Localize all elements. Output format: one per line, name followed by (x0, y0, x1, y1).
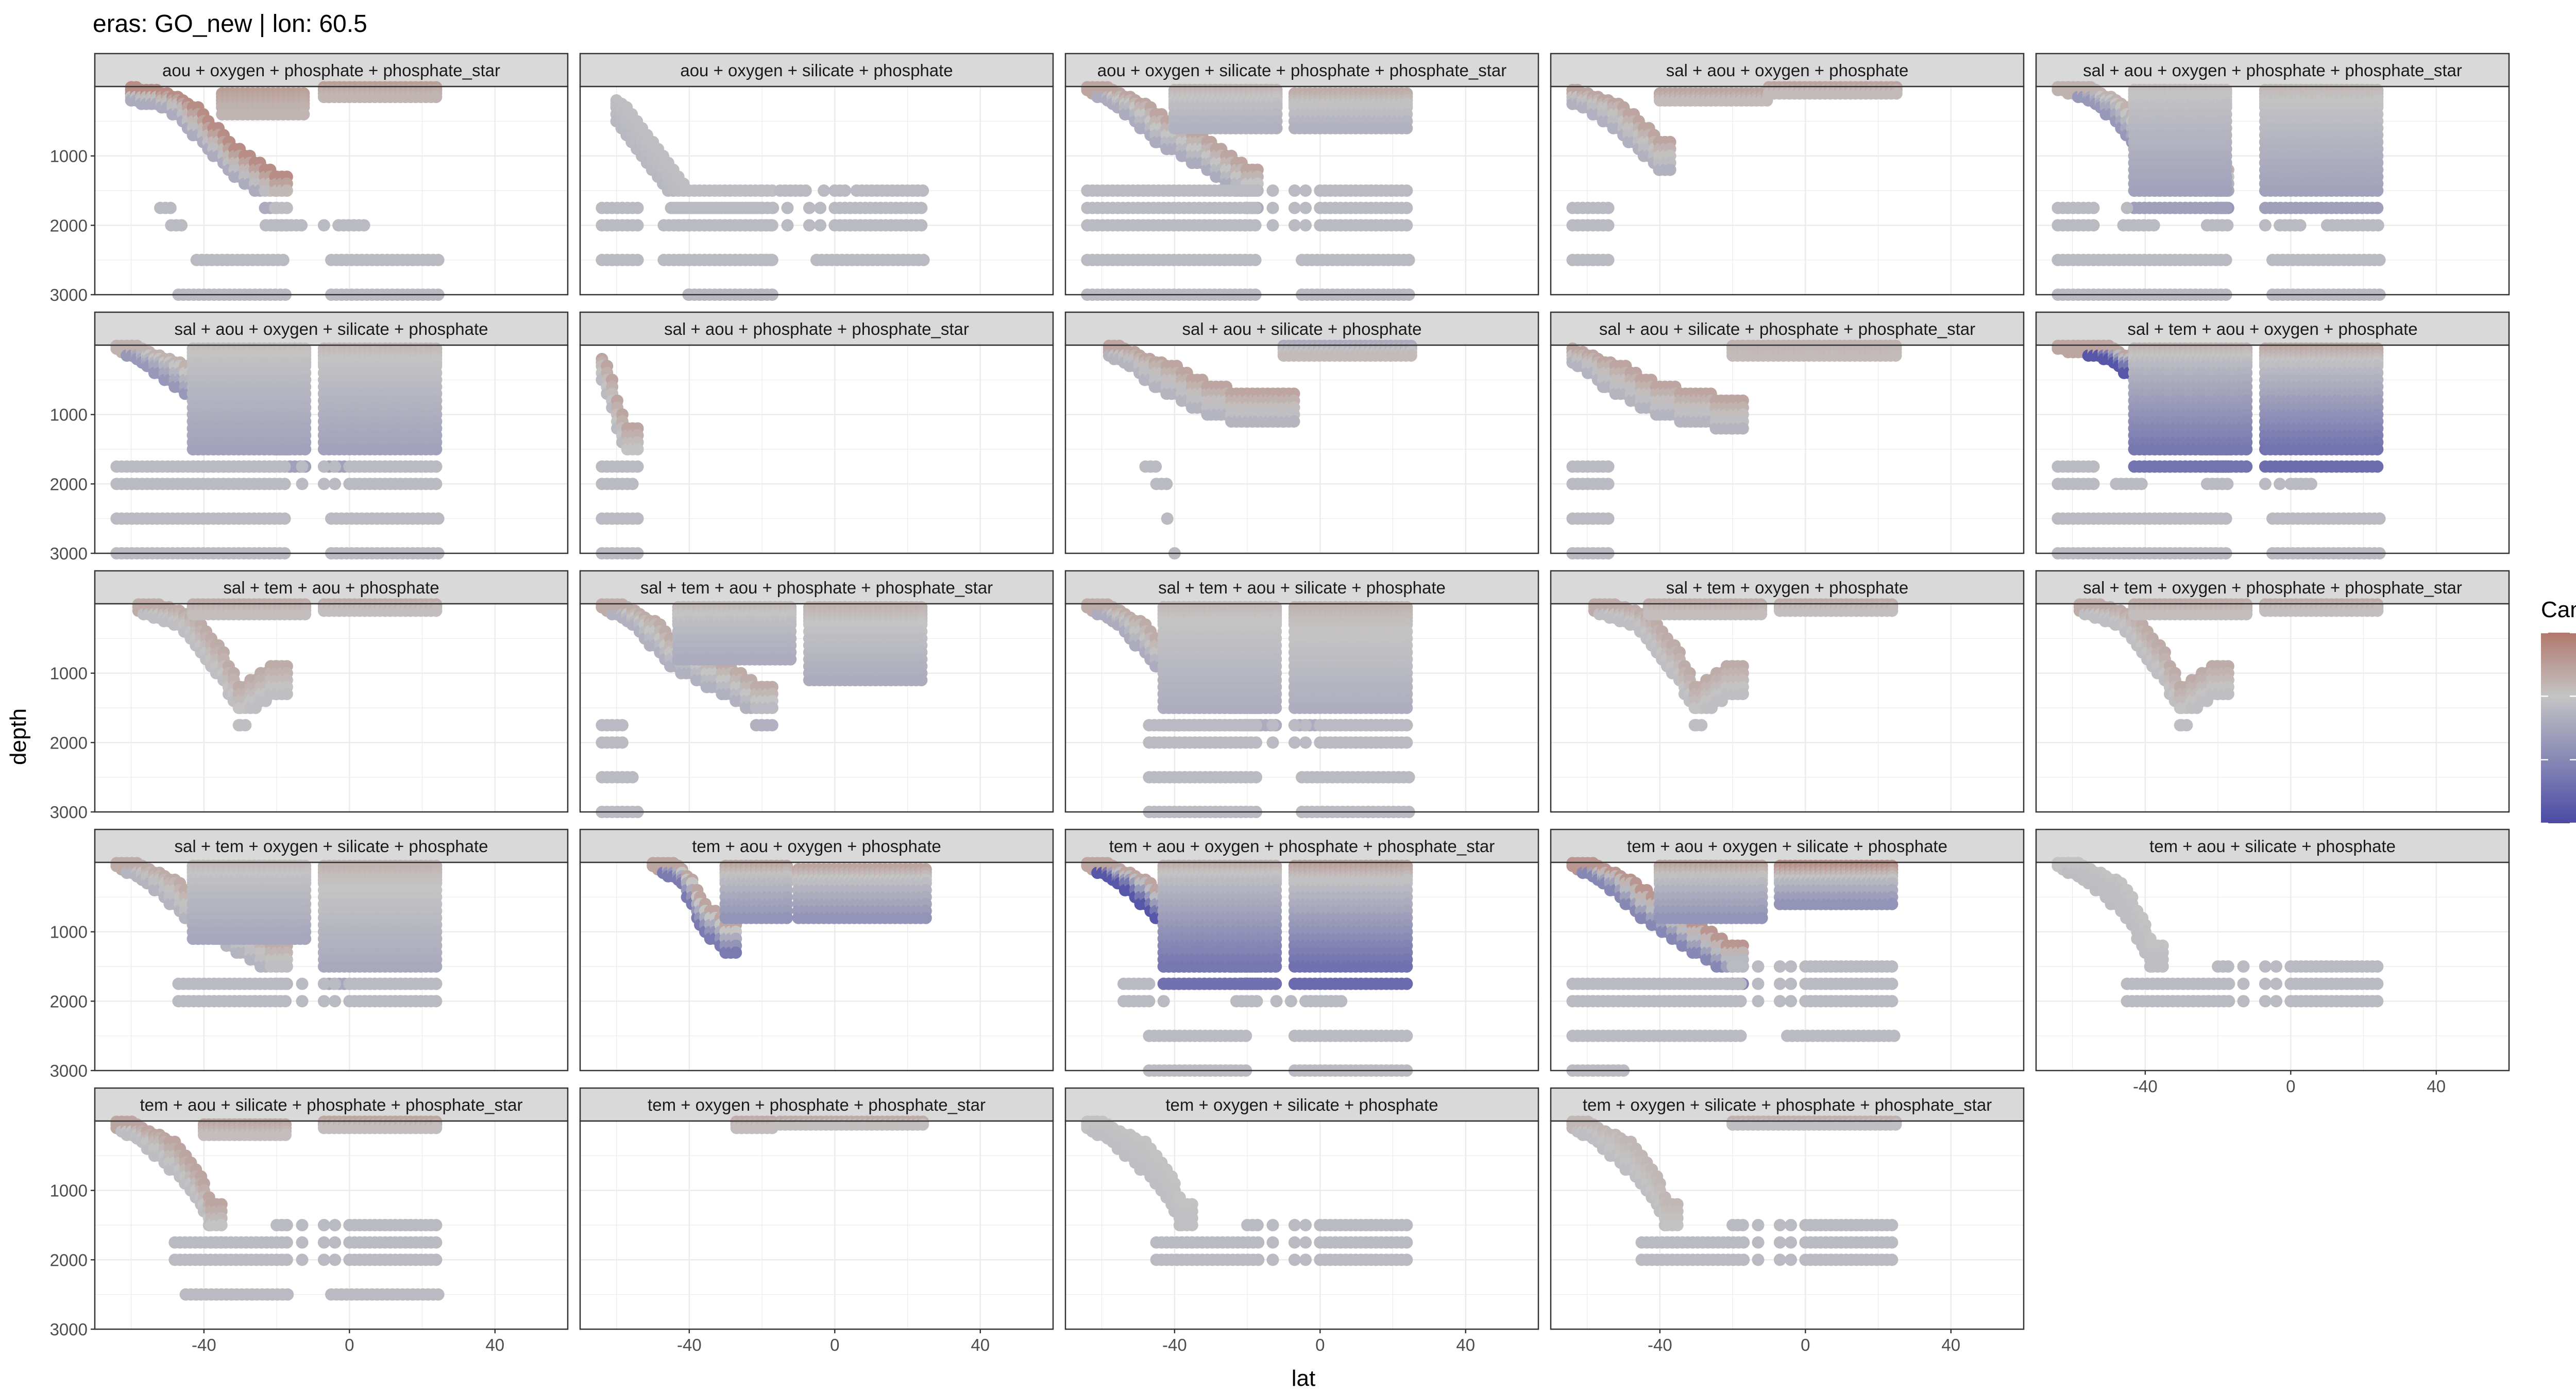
data-point (1249, 201, 1262, 214)
data-point (1288, 201, 1301, 214)
data-point (2121, 201, 2133, 214)
data-point (297, 108, 310, 121)
data-point (1402, 253, 1415, 266)
data-point (1890, 87, 1903, 100)
facet-panel: aou + oxygen + silicate + phosphate + ph… (1064, 53, 1539, 301)
y-tick-label: 2000 (50, 216, 88, 235)
data-point (1602, 219, 1615, 232)
data-point (2221, 219, 2234, 232)
data-point (2087, 219, 2100, 232)
data-point (917, 184, 929, 197)
data-point (1400, 122, 1413, 134)
data-point (1299, 184, 1312, 197)
data-point (915, 201, 928, 214)
data-point (1288, 184, 1301, 197)
data-point (917, 253, 930, 266)
data-point (2259, 219, 2272, 232)
data-point (803, 219, 816, 232)
data-point (175, 219, 188, 232)
data-point (767, 201, 779, 214)
data-point (781, 201, 794, 214)
facet-strip-label: aou + oxygen + phosphate + phosphate_sta… (162, 61, 500, 80)
facet-panel: sal + aou + oxygen + silicate + phosphat… (50, 311, 569, 563)
data-point (432, 253, 445, 266)
data-point (1249, 184, 1262, 197)
data-point (1266, 184, 1279, 197)
data-point (280, 184, 293, 197)
y-tick-label: 1000 (50, 147, 88, 166)
y-tick-label: 3000 (50, 285, 88, 304)
data-point (765, 219, 777, 232)
data-point (1270, 122, 1283, 134)
facet-strip-label: sal + aou + oxygen + phosphate (1666, 61, 1909, 80)
data-point (765, 253, 777, 266)
data-point (430, 91, 443, 104)
data-point (1400, 201, 1413, 214)
data-point (280, 201, 293, 214)
data-point (317, 219, 330, 232)
data-point (915, 219, 928, 232)
data-points (596, 94, 930, 301)
facet-strip-label: sal + aou + oxygen + phosphate + phospha… (2083, 61, 2462, 80)
data-point (781, 219, 794, 232)
data-point (1288, 219, 1301, 232)
data-point (1249, 219, 1262, 232)
facet-strip-label: aou + oxygen + silicate + phosphate + ph… (1097, 61, 1506, 80)
data-point (1249, 253, 1262, 266)
data-point (814, 201, 827, 214)
data-point (818, 184, 831, 197)
data-point (1602, 201, 1615, 214)
data-point (839, 184, 852, 197)
chart-title: eras: GO_new | lon: 60.5 (93, 10, 367, 38)
data-point (1400, 219, 1413, 232)
data-point (2371, 201, 2384, 214)
data-point (1266, 219, 1279, 232)
facet-panel: sal + aou + oxygen + phosphate (1550, 53, 2025, 296)
data-point (803, 201, 816, 214)
data-point (2373, 253, 2386, 266)
facet-panel: aou + oxygen + phosphate + phosphate_sta… (50, 53, 569, 304)
data-point (1266, 201, 1279, 214)
data-point (2087, 201, 2100, 214)
data-point (277, 253, 290, 266)
data-points (125, 81, 445, 301)
data-point (2219, 184, 2232, 197)
data-point (2147, 219, 2160, 232)
data-point (295, 219, 308, 232)
data-point (1299, 201, 1312, 214)
data-point (430, 443, 443, 455)
data-point (2294, 219, 2307, 232)
data-point (631, 219, 644, 232)
facet-strip-label: sal + aou + oxygen + silicate + phosphat… (174, 319, 488, 338)
data-point (2371, 219, 2384, 232)
facet-strip (94, 53, 569, 88)
data-point (2219, 201, 2232, 214)
data-points (1081, 81, 1415, 301)
facet-panel: aou + oxygen + silicate + phosphate (579, 53, 1054, 301)
data-point (799, 184, 812, 197)
data-point (1400, 184, 1413, 197)
data-point (2371, 184, 2384, 197)
data-point (2219, 253, 2232, 266)
data-point (631, 253, 644, 266)
data-point (358, 219, 370, 232)
data-point (164, 201, 177, 214)
facet-strip-label: aou + oxygen + silicate + phosphate (680, 61, 953, 80)
facet-panel: sal + aou + oxygen + phosphate + phospha… (2035, 53, 2510, 301)
data-point (631, 201, 644, 214)
data-point (1602, 253, 1615, 266)
facet-strip (579, 53, 1054, 88)
data-point (1664, 163, 1676, 176)
data-point (1299, 219, 1312, 232)
data-point (814, 219, 827, 232)
